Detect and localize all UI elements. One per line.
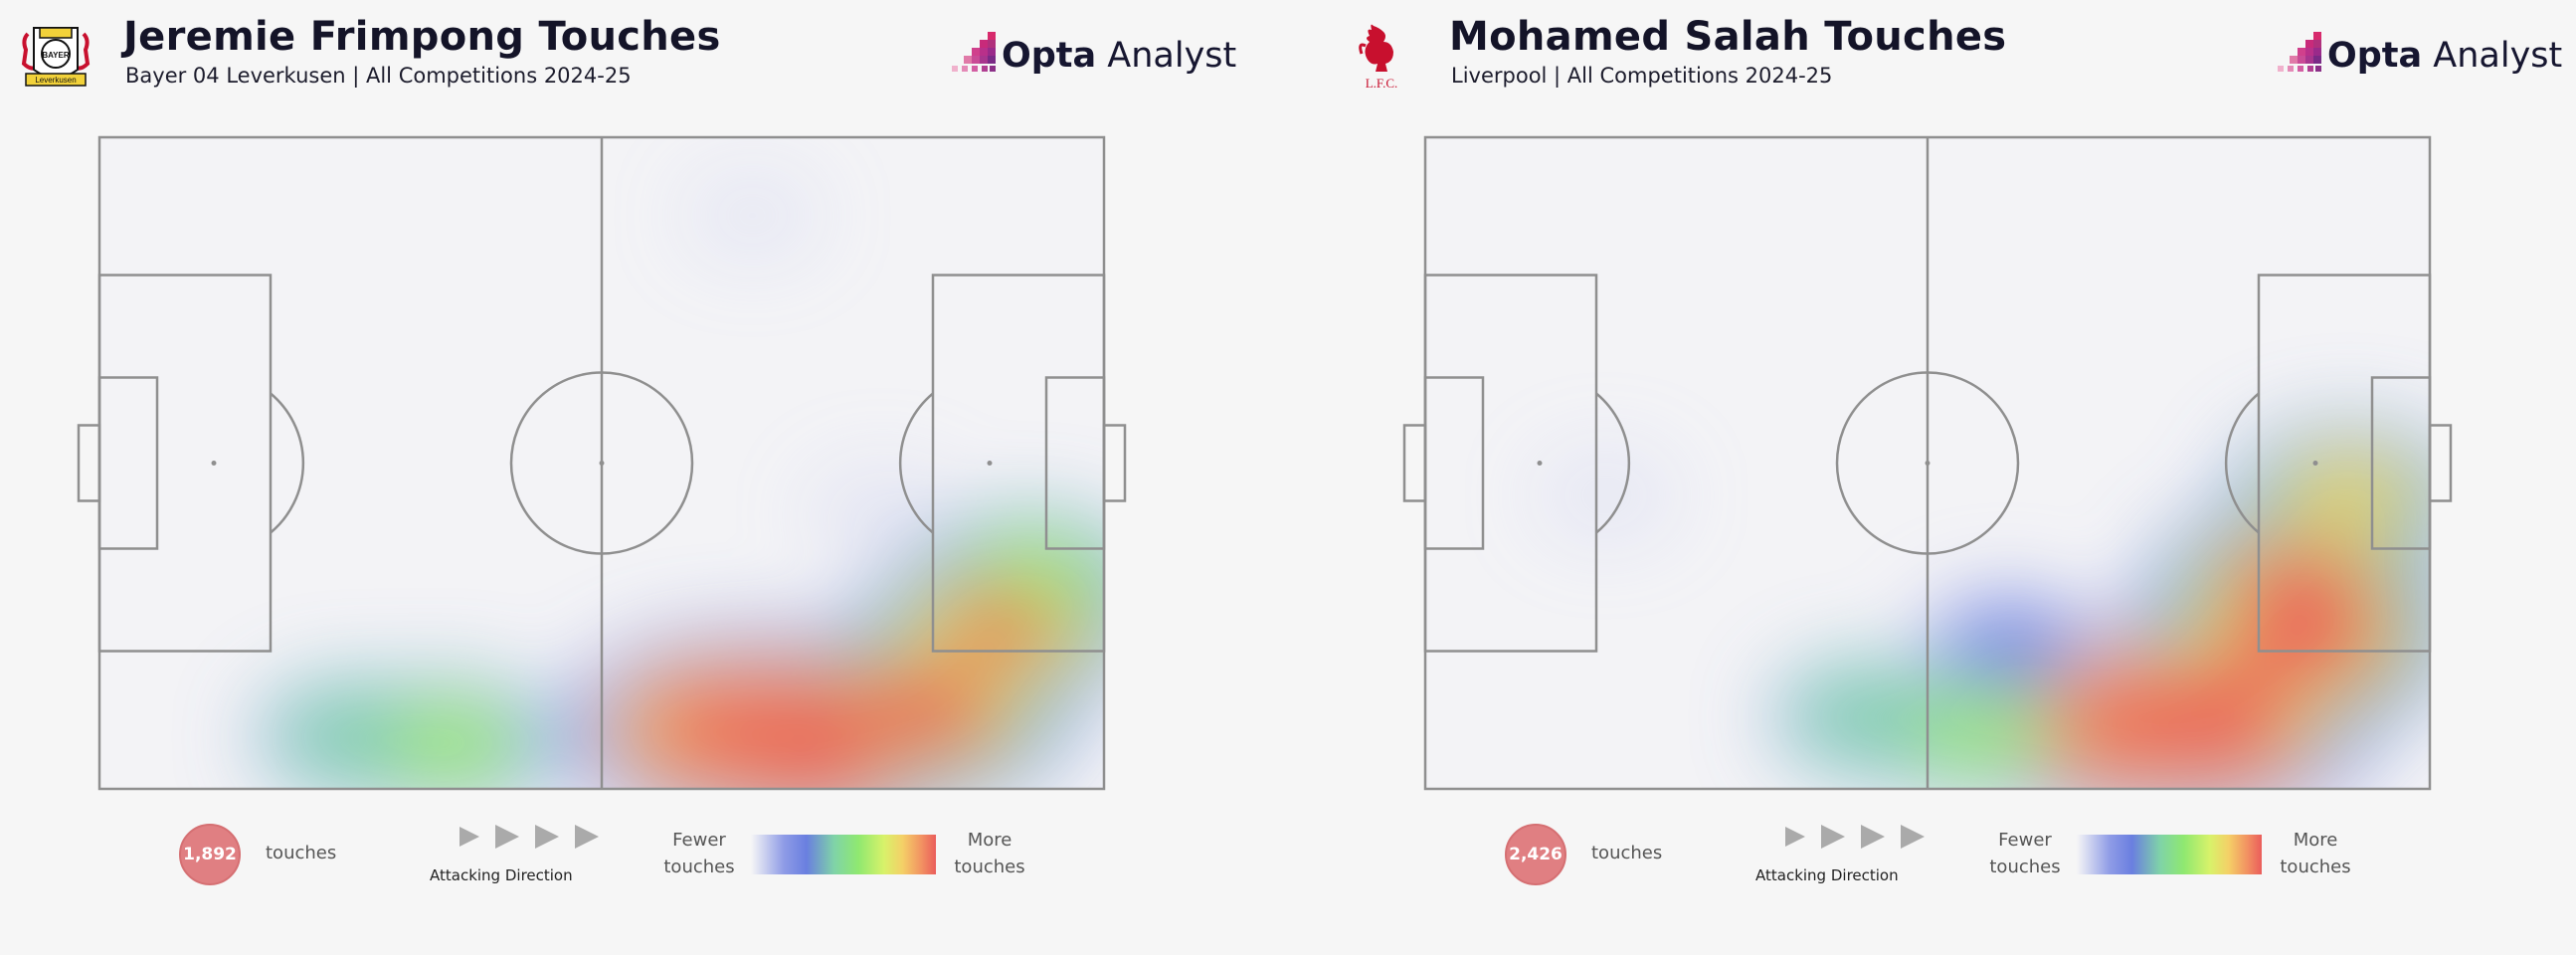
brand-analyst: Analyst <box>2433 36 2563 76</box>
penalty-arc-left <box>270 392 305 534</box>
heatmap-hotspot <box>275 688 427 785</box>
goal-right <box>2428 424 2453 502</box>
color-scale-bar <box>2077 835 2262 874</box>
pitch-heatmap <box>1402 135 2453 791</box>
brand-opta: Opta <box>2327 36 2423 76</box>
touches-label: touches <box>266 843 337 863</box>
legend-fewer-label: Fewer touches <box>663 830 735 877</box>
heatmap-hotspot <box>2240 557 2358 630</box>
touches-count-badge: 1,892 <box>179 824 241 885</box>
heatmap-layer <box>249 171 1104 789</box>
attacking-direction-arrows-icon <box>460 825 599 849</box>
penalty-spot-left <box>1537 461 1543 466</box>
chart-title: Jeremie Frimpong Touches <box>123 14 721 60</box>
legend-fewer-label: Fewer touches <box>1989 830 2061 877</box>
penalty-arc-right <box>2224 392 2260 534</box>
liverpool-liverbird-crest-icon: L.F.C. <box>1359 24 1398 90</box>
centre-spot <box>1925 461 1931 466</box>
penalty-spot-right <box>2312 461 2318 466</box>
opta-pixel-logo-icon <box>952 32 996 72</box>
attacking-direction-label: Attacking Direction <box>430 866 573 884</box>
touches-label: touches <box>1591 843 1663 863</box>
heatmap-hotspot <box>1537 450 1676 541</box>
heatmap-layer <box>1537 417 2430 789</box>
centre-circle <box>1835 371 2020 555</box>
heatmap-hotspot <box>1790 668 1943 766</box>
heatmap-hotspot <box>809 467 958 564</box>
penalty-arc-right <box>898 392 934 534</box>
pitch-heatmap <box>77 135 1127 791</box>
legend: 2,426 touches Attacking Direction Fewer … <box>1326 821 2576 920</box>
heatmap-hotspot <box>949 592 1058 661</box>
heatmap-hotspot <box>1935 600 2080 691</box>
penalty-arc-left <box>1595 392 1631 534</box>
centre-spot <box>599 461 605 466</box>
goal-left <box>77 424 101 502</box>
opta-analyst-logo: Opta Analyst <box>2276 30 2562 80</box>
penalty-spot-left <box>211 461 217 466</box>
brand-analyst: Analyst <box>1107 36 1237 76</box>
goal-right <box>1102 424 1127 502</box>
centre-circle <box>509 371 694 555</box>
crest-banner: L.F.C. <box>1366 76 1398 90</box>
penalty-spot-right <box>987 461 993 466</box>
color-scale-bar <box>751 835 936 874</box>
touches-count-badge: 2,426 <box>1505 824 1566 885</box>
heatmap-panel-salah: L.F.C. Mohamed Salah Touches Liverpool |… <box>1326 0 2576 955</box>
opta-pixel-logo-icon <box>2278 32 2321 72</box>
opta-analyst-logo: Opta Analyst <box>950 30 1236 80</box>
attacking-direction-arrows-icon <box>1785 825 1925 849</box>
brand-opta: Opta <box>1002 36 1097 76</box>
heatmap-hotspot <box>1915 690 2041 770</box>
heatmap-hotspot <box>2204 638 2314 705</box>
heatmap-hotspot <box>2067 685 2190 762</box>
heatmap-panel-frimpong: BAYER Leverkusen Jeremie Frimpong Touche… <box>0 14 1288 920</box>
attacking-direction-label: Attacking Direction <box>1755 866 1899 884</box>
heatmap-hotspot <box>685 171 820 260</box>
crest-text: BAYER <box>42 51 69 60</box>
chart-subtitle: Liverpool | All Competitions 2024-25 <box>1451 64 1833 88</box>
heatmap-hotspot <box>2280 453 2419 539</box>
legend: 1,892 touches Attacking Direction Fewer … <box>0 821 1288 920</box>
heatmap-hotspot <box>660 692 784 768</box>
crest-banner: Leverkusen <box>35 76 76 85</box>
heatmap-hotspot <box>388 703 514 783</box>
heatmap-hotspot <box>863 673 983 747</box>
legend-more-label: More touches <box>954 830 1025 877</box>
chart-subtitle: Bayer 04 Leverkusen | All Competitions 2… <box>125 64 632 88</box>
goal-left <box>1402 424 1427 502</box>
legend-more-label: More touches <box>2280 830 2351 877</box>
bayer-leverkusen-crest-icon: BAYER Leverkusen <box>21 27 91 87</box>
chart-title: Mohamed Salah Touches <box>1449 14 2007 60</box>
